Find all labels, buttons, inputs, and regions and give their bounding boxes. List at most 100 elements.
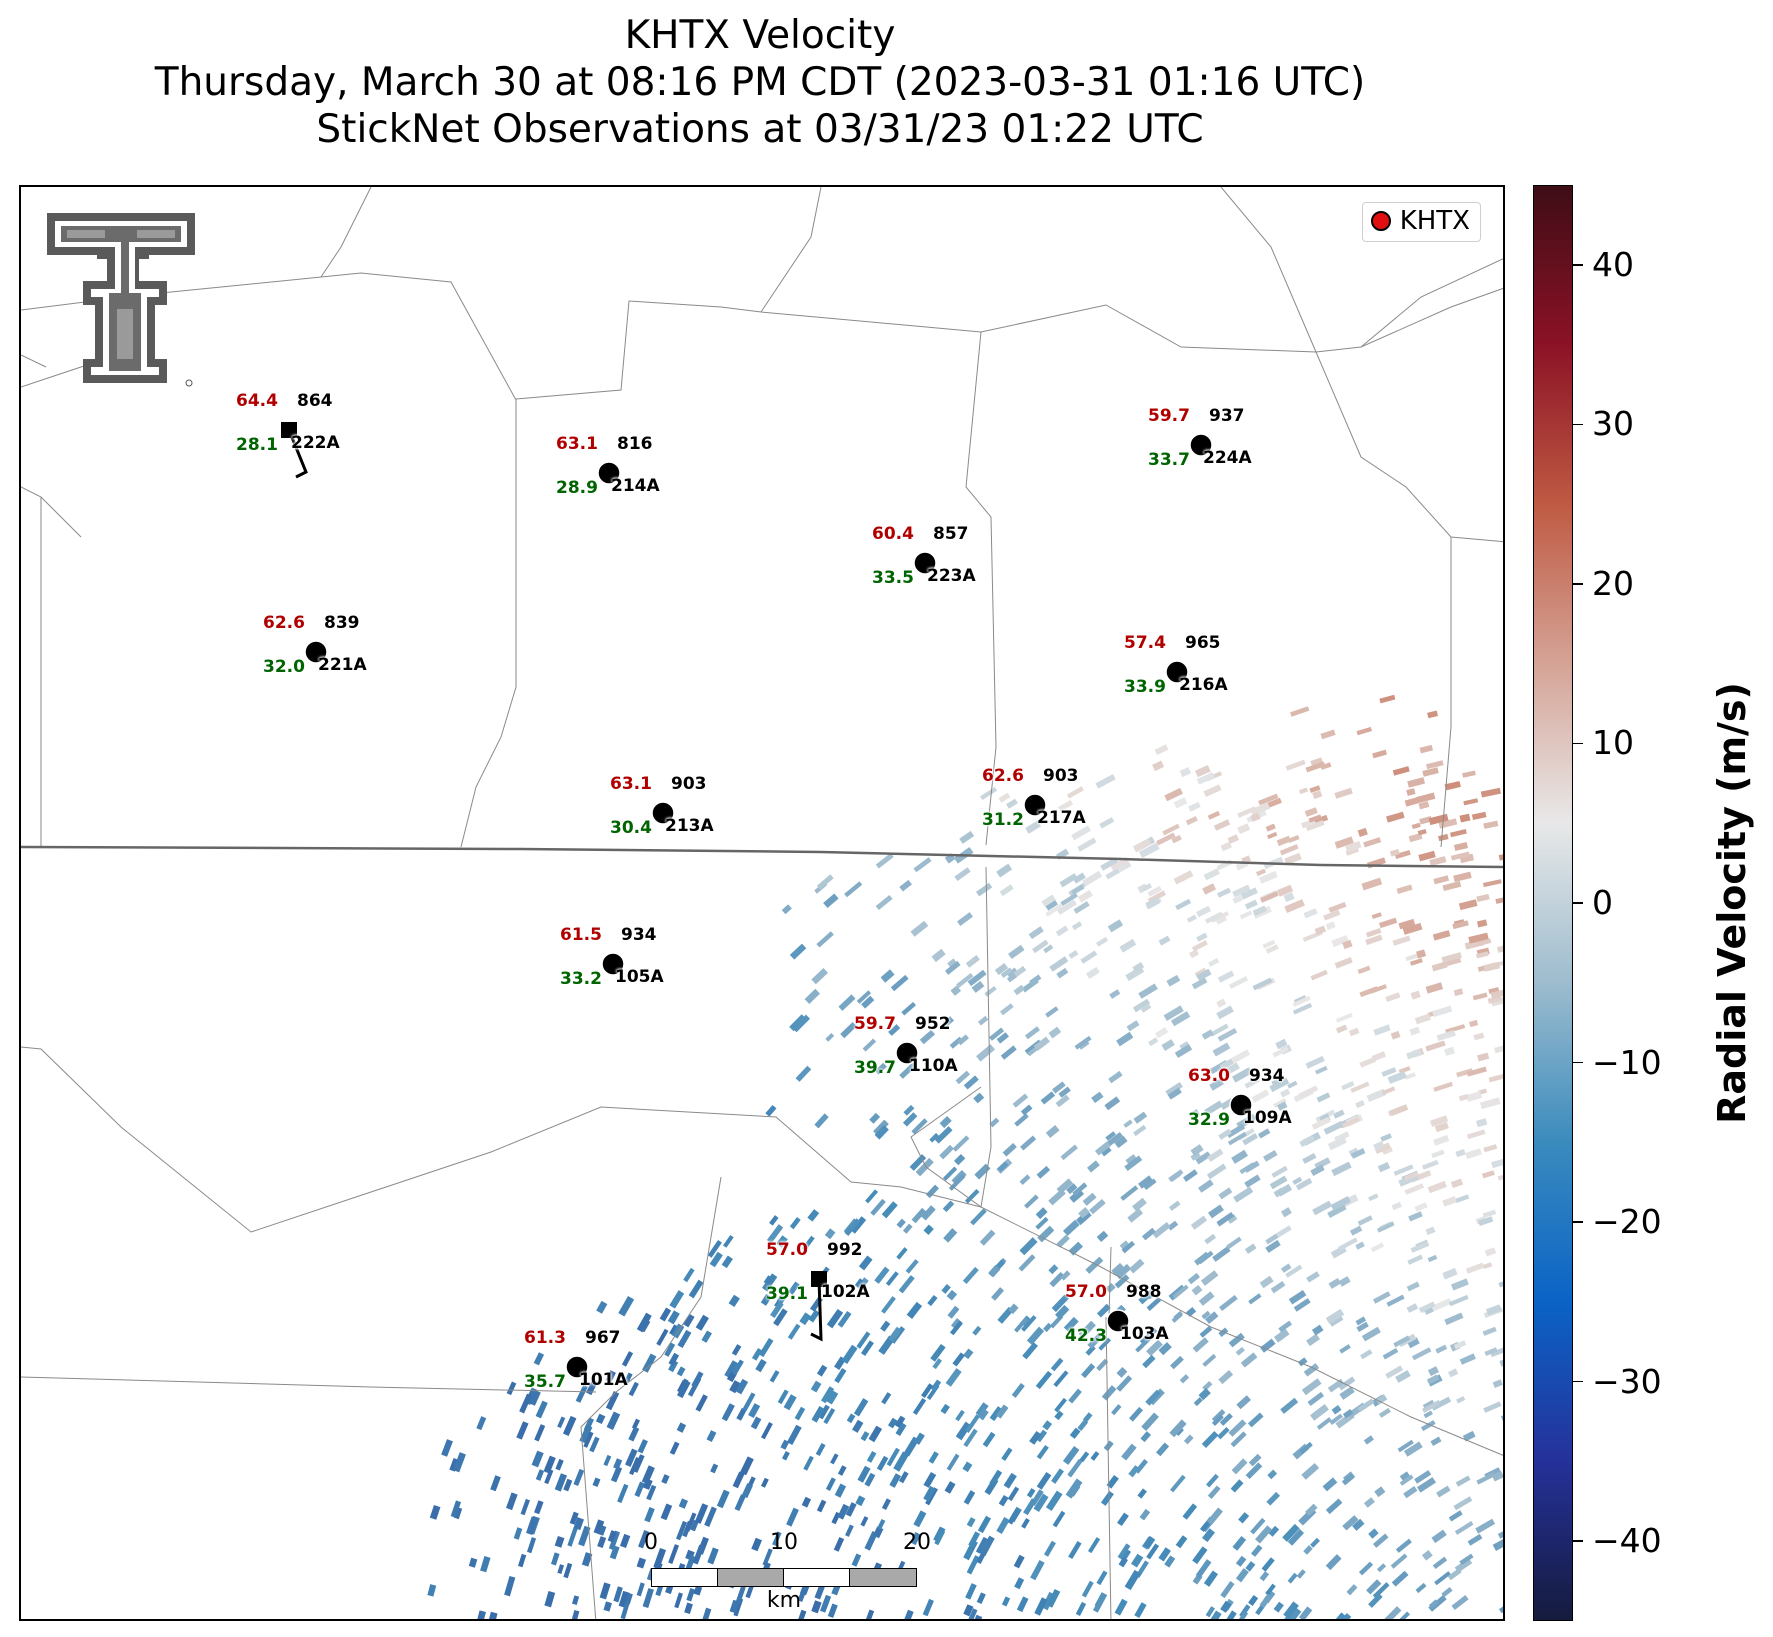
station-marker-circle-icon: [651, 801, 675, 825]
velocity-gate: [1146, 1339, 1163, 1357]
velocity-gate: [516, 1421, 529, 1440]
velocity-gate: [1074, 1035, 1092, 1050]
velocity-gate: [1212, 1042, 1231, 1057]
velocity-gate: [636, 1557, 647, 1569]
station-temperature: 63.1: [556, 434, 598, 454]
velocity-gate: [1242, 1133, 1259, 1146]
velocity-gate: [911, 1207, 927, 1224]
velocity-gate: [1475, 1518, 1496, 1534]
velocity-gate: [1137, 1175, 1153, 1189]
velocity-gate: [1273, 1601, 1284, 1613]
velocity-gate: [1423, 1305, 1434, 1315]
velocity-gate: [1048, 1264, 1059, 1275]
velocity-gate: [687, 1377, 702, 1397]
velocity-gate: [677, 1379, 691, 1399]
velocity-gate: [1058, 1086, 1071, 1098]
velocity-gate: [1261, 1557, 1275, 1572]
velocity-gate: [1341, 1116, 1360, 1129]
velocity-gate: [490, 1475, 501, 1492]
velocity-gate: [1210, 1023, 1229, 1037]
velocity-gate: [1192, 1546, 1208, 1565]
velocity-gate: [668, 1544, 679, 1564]
velocity-gate: [1356, 726, 1373, 736]
velocity-gate: [1233, 1186, 1254, 1203]
velocity-gate: [1158, 1547, 1171, 1562]
velocity-gate: [1091, 1091, 1104, 1104]
velocity-gate: [506, 1492, 518, 1511]
velocity-gate: [1422, 1399, 1441, 1413]
velocity-gate: [1441, 1587, 1453, 1598]
velocity-gate: [1425, 1040, 1446, 1052]
velocity-gate: [1211, 1414, 1224, 1426]
velocity-gate: [1454, 1521, 1474, 1535]
velocity-gate: [899, 879, 912, 892]
velocity-gate: [1100, 857, 1119, 871]
velocity-gate: [922, 1598, 934, 1617]
velocity-gate: [1080, 950, 1098, 964]
velocity-gate: [1228, 1419, 1247, 1437]
velocity-gate: [623, 1372, 633, 1386]
velocity-gate: [1105, 868, 1121, 880]
velocity-gate: [1271, 1165, 1288, 1178]
velocity-gate: [902, 1223, 913, 1234]
county-line: [965, 331, 997, 846]
velocity-gate: [1423, 1410, 1433, 1419]
velocity-gate: [1459, 813, 1471, 823]
velocity-gate: [1265, 1239, 1281, 1253]
velocity-gate: [1196, 772, 1215, 785]
velocity-gate: [1085, 1256, 1104, 1274]
velocity-gate: [1248, 1594, 1259, 1606]
velocity-gate: [1208, 1204, 1224, 1219]
velocity-gate: [814, 1113, 829, 1129]
velocity-gate: [1022, 1342, 1038, 1360]
velocity-gate: [1495, 897, 1503, 904]
county-line: [760, 187, 822, 313]
velocity-gate: [856, 1331, 871, 1349]
velocity-gate: [804, 988, 820, 1004]
velocity-gate: [676, 1366, 686, 1377]
station-temperature: 57.0: [1065, 1282, 1107, 1302]
county-boundaries: [21, 187, 1503, 1619]
velocity-gate: [1096, 1303, 1111, 1318]
velocity-gate: [748, 1403, 761, 1419]
county-line: [21, 272, 517, 848]
velocity-gate: [1330, 1196, 1351, 1211]
velocity-gate: [1077, 837, 1097, 852]
velocity-gate: [685, 1555, 696, 1572]
velocity-gate: [1355, 1316, 1367, 1326]
velocity-gate: [1374, 1486, 1386, 1498]
velocity-gate: [1416, 1477, 1437, 1493]
velocity-gate: [1447, 1568, 1462, 1581]
velocity-gate: [1021, 1518, 1030, 1529]
velocity-gate: [761, 1422, 773, 1440]
velocity-gate: [1331, 1405, 1342, 1415]
velocity-gate: [1216, 1005, 1234, 1020]
velocity-gate: [1322, 1477, 1338, 1492]
velocity-gate: [1320, 762, 1332, 770]
state-boundary: [21, 845, 1503, 869]
velocity-gate: [1432, 930, 1451, 941]
velocity-gate: [1134, 1458, 1148, 1474]
velocity-gate: [1105, 1131, 1116, 1141]
velocity-gate: [1299, 1135, 1315, 1147]
velocity-gate: [963, 1539, 978, 1561]
velocity-gate: [1431, 1529, 1447, 1544]
velocity-gate: [1418, 850, 1436, 862]
velocity-gate: [940, 1403, 950, 1415]
velocity-gate: [1299, 787, 1308, 795]
velocity-gate: [921, 1383, 934, 1399]
velocity-gate: [1442, 881, 1462, 892]
radar-map[interactable]: KHTX 64.4 864 28.1 222A 63.1 816 28.9 214A 62.6 8…: [19, 185, 1505, 1621]
velocity-gate: [1034, 1597, 1048, 1616]
velocity-gate: [1141, 1412, 1159, 1432]
velocity-gate: [1361, 1326, 1381, 1342]
velocity-gate: [1247, 1412, 1264, 1428]
velocity-gate: [758, 1337, 774, 1358]
velocity-gate: [906, 1301, 923, 1319]
velocity-gate: [963, 1348, 974, 1360]
velocity-gate: [1228, 1332, 1245, 1348]
colorbar-tick: [1573, 1061, 1583, 1064]
county-line: [320, 187, 372, 278]
velocity-gate: [1296, 1569, 1306, 1579]
velocity-gate: [1491, 1470, 1503, 1482]
